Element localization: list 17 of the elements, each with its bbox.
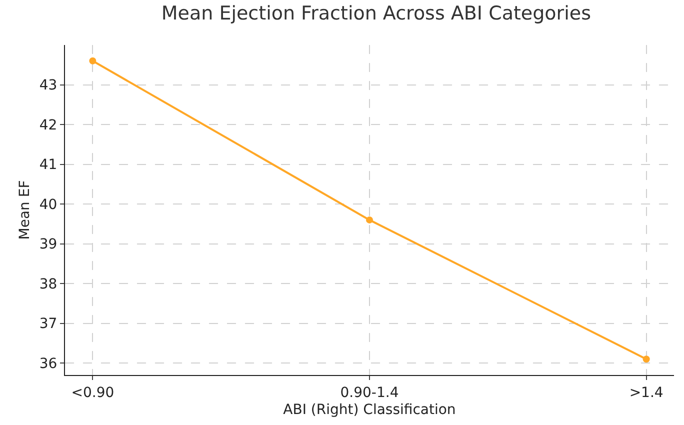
chart-title: Mean Ejection Fraction Across ABI Categories	[161, 2, 592, 25]
y-tick-label: 38	[39, 276, 58, 292]
point	[642, 356, 650, 363]
x-axis-title: ABI (Right) Classification	[283, 402, 456, 418]
y-tick-label: 39	[39, 236, 58, 253]
x-tick-label: >1.4	[629, 384, 664, 401]
y-axis-title: Mean EF	[16, 180, 33, 240]
y-tick-label: 42	[39, 117, 58, 134]
y-tick-label: 36	[39, 356, 58, 372]
y-tick-label: 41	[39, 157, 58, 174]
x-tick-label: 0.90-1.4	[340, 384, 399, 401]
point	[89, 57, 96, 64]
point	[366, 216, 373, 224]
x-tick-label: <0.90	[71, 384, 114, 401]
y-tick-label: 37	[39, 316, 58, 332]
y-tick-label: 43	[39, 78, 58, 94]
y-tick-label: 40	[39, 196, 58, 213]
